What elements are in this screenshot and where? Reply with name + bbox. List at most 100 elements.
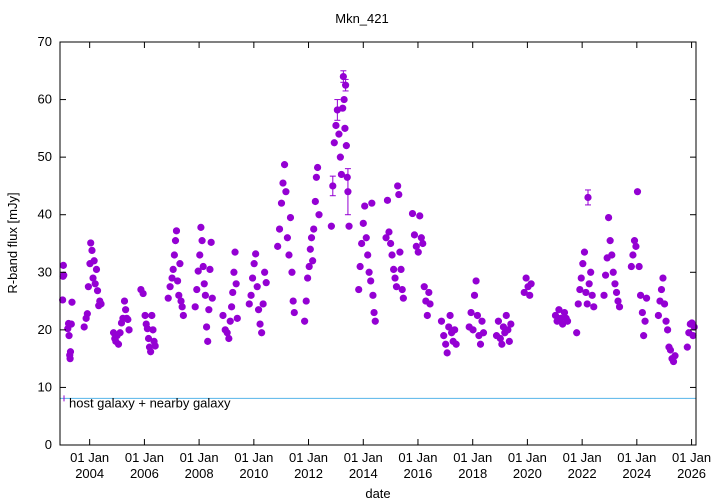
data-point [408, 209, 417, 218]
data-point [97, 300, 105, 308]
data-point [206, 265, 214, 274]
data-point [612, 288, 621, 297]
data-point [629, 251, 637, 259]
data-point [277, 199, 286, 207]
data-point [199, 262, 207, 271]
data-point [473, 311, 482, 320]
data-point [164, 294, 172, 302]
data-point [289, 297, 297, 305]
data-point [362, 234, 370, 242]
data-point [253, 283, 261, 291]
data-point [527, 280, 535, 288]
data-point [193, 285, 201, 294]
data-point [168, 274, 176, 282]
data-point [573, 329, 581, 337]
data-point [279, 179, 287, 187]
data-point [275, 225, 284, 233]
data-point [179, 311, 187, 320]
data-point [633, 188, 642, 196]
data-point [226, 317, 234, 325]
data-point [580, 248, 589, 256]
data-point [609, 268, 617, 276]
data-point [638, 308, 646, 317]
data-point [504, 326, 512, 334]
y-tick-label: 50 [38, 149, 52, 164]
data-point [615, 303, 624, 311]
data-point [359, 219, 367, 227]
data-point [196, 251, 204, 259]
data-point [399, 294, 407, 302]
baseline-label: host galaxy + nearby galaxy [69, 395, 231, 410]
data-point [288, 268, 296, 276]
data-point [555, 306, 563, 314]
data-point [467, 308, 475, 317]
data-point [640, 332, 648, 340]
data-point [600, 291, 608, 299]
x-tick-label-day: 01 Jan [125, 450, 164, 465]
data-point [232, 280, 240, 288]
data-point [585, 280, 593, 288]
data-point [207, 238, 215, 246]
x-tick-label-day: 01 Jan [453, 450, 492, 465]
data-point [340, 95, 348, 104]
data-point [92, 265, 101, 274]
data-point [392, 283, 401, 291]
x-tick-label-year: 2010 [239, 466, 268, 481]
data-point [172, 227, 181, 235]
data-point [169, 265, 177, 274]
data-point [178, 303, 186, 311]
y-tick-label: 70 [38, 34, 52, 49]
data-point [419, 239, 427, 248]
data-point [394, 182, 402, 190]
data-point [601, 271, 610, 279]
x-tick-label-year: 2014 [349, 466, 378, 481]
data-point [166, 283, 174, 291]
data-point [230, 268, 238, 276]
data-point [368, 199, 376, 207]
y-tick-label: 0 [45, 437, 52, 452]
data-point [280, 161, 289, 169]
data-point [88, 246, 96, 255]
baseline: host galaxy + nearby galaxy [60, 395, 696, 410]
data-point [65, 332, 73, 340]
data-point [247, 291, 255, 299]
data-point [443, 349, 451, 357]
data-point [442, 340, 450, 348]
data-point [426, 300, 434, 308]
data-point [654, 311, 662, 320]
data-point [80, 323, 88, 331]
data-point [662, 317, 670, 325]
data-point [690, 323, 698, 331]
data-point [659, 274, 667, 282]
data-point [219, 311, 227, 320]
data-point [588, 291, 596, 299]
data-point [312, 173, 320, 181]
data-point [388, 251, 396, 259]
x-tick-label-day: 01 Jan [289, 450, 328, 465]
data-point [233, 314, 241, 322]
data-point [228, 303, 236, 311]
data-point [198, 237, 206, 245]
data-point [445, 323, 453, 331]
data-point [68, 298, 76, 306]
y-tick-label: 20 [38, 322, 52, 337]
data-point [122, 306, 130, 314]
data-point [337, 170, 346, 179]
data-point [59, 296, 67, 304]
x-tick-label-day: 01 Jan [344, 450, 383, 465]
data-point [369, 291, 377, 299]
data-point [383, 196, 392, 204]
data-point [344, 188, 352, 196]
data-point [582, 288, 590, 297]
data-point [304, 274, 312, 282]
x-tick-label-year: 2020 [513, 466, 542, 481]
x-tick-label-year: 2004 [75, 466, 104, 481]
data-point [309, 257, 317, 265]
data-point [231, 248, 239, 256]
data-point [414, 248, 422, 256]
data-point [204, 337, 212, 345]
data-point [385, 228, 393, 236]
data-point [147, 348, 155, 356]
data-point [476, 340, 485, 348]
